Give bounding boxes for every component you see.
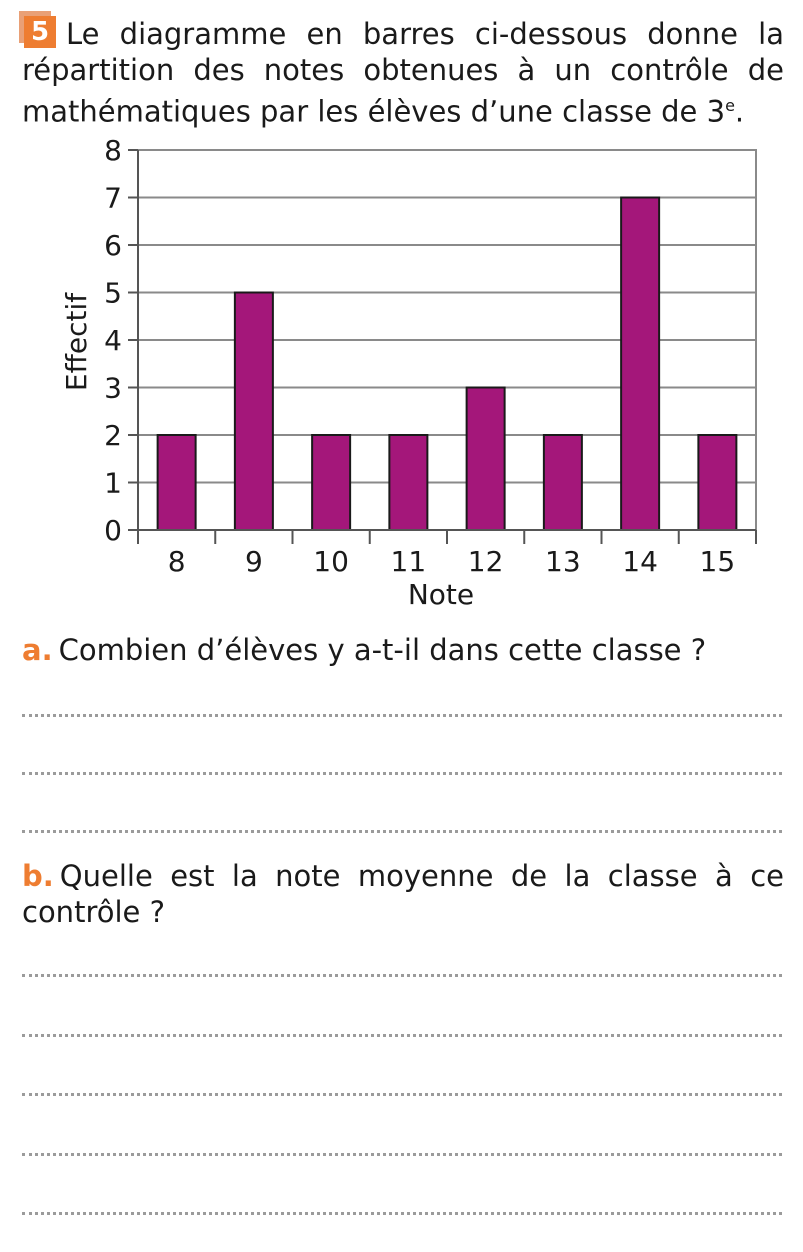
x-tick-label: 10 [313,545,349,578]
exercise-statement: 5 Le diagramme en barres ci-dessous donne… [19,11,784,130]
exercise-intro-text: Le diagramme en barres ci-dessous donne … [22,17,784,129]
x-tick-label: 8 [168,545,186,578]
y-tick-label: 3 [104,372,122,405]
bar [697,434,738,531]
answer-line[interactable] [22,1212,782,1215]
exercise-number-badge: 5 [19,11,56,48]
y-tick-labels: 0 1 2 3 4 5 6 7 8 [104,134,122,547]
bar [465,386,506,531]
bar [156,434,197,531]
question-a: a. Combien d’élèves y a-t-il dans cette c… [22,632,784,668]
bar [233,291,274,531]
y-tick-label: 0 [104,514,122,547]
answer-line[interactable] [22,830,782,833]
answer-line[interactable] [22,714,782,717]
exercise-number: 5 [24,16,56,48]
x-tick-label: 12 [468,545,504,578]
y-tick-label: 5 [104,277,122,310]
y-axis-label: Effectif [60,292,93,391]
y-tick-label: 6 [104,229,122,262]
y-tick-label: 4 [104,324,122,357]
bars [156,196,738,531]
answer-line[interactable] [22,974,782,977]
question-a-label: a. [22,633,53,667]
question-b-label: b. [22,859,54,893]
x-tick-label: 11 [391,545,427,578]
question-b: b. Quelle est la note moyenne de la class… [22,858,784,930]
exercise-intro-sup: e [725,96,735,115]
answer-line[interactable] [22,1034,782,1037]
x-tick-labels: 8 9 10 11 12 13 14 15 [168,545,735,578]
answer-line[interactable] [22,1093,782,1096]
axes [128,149,757,544]
y-tick-label: 8 [104,134,122,167]
question-a-text: Combien d’élèves y a-t-il dans cette cla… [58,633,707,667]
x-tick-label: 13 [545,545,581,578]
question-b-text: Quelle est la note moyenne de la classe … [22,859,784,929]
answer-line[interactable] [22,772,782,775]
y-tick-label: 1 [104,467,122,500]
bar [311,434,352,531]
y-tick-label: 2 [104,419,122,452]
x-axis-label: Note [408,578,474,611]
grid-lines [137,149,757,531]
bar [620,196,661,531]
exercise-intro-end: . [734,94,745,129]
bar [388,434,429,531]
y-tick-label: 7 [104,182,122,215]
answer-line[interactable] [22,1153,782,1156]
bar [542,434,583,531]
x-tick-label: 15 [700,545,736,578]
x-tick-label: 9 [245,545,263,578]
x-tick-label: 14 [622,545,658,578]
